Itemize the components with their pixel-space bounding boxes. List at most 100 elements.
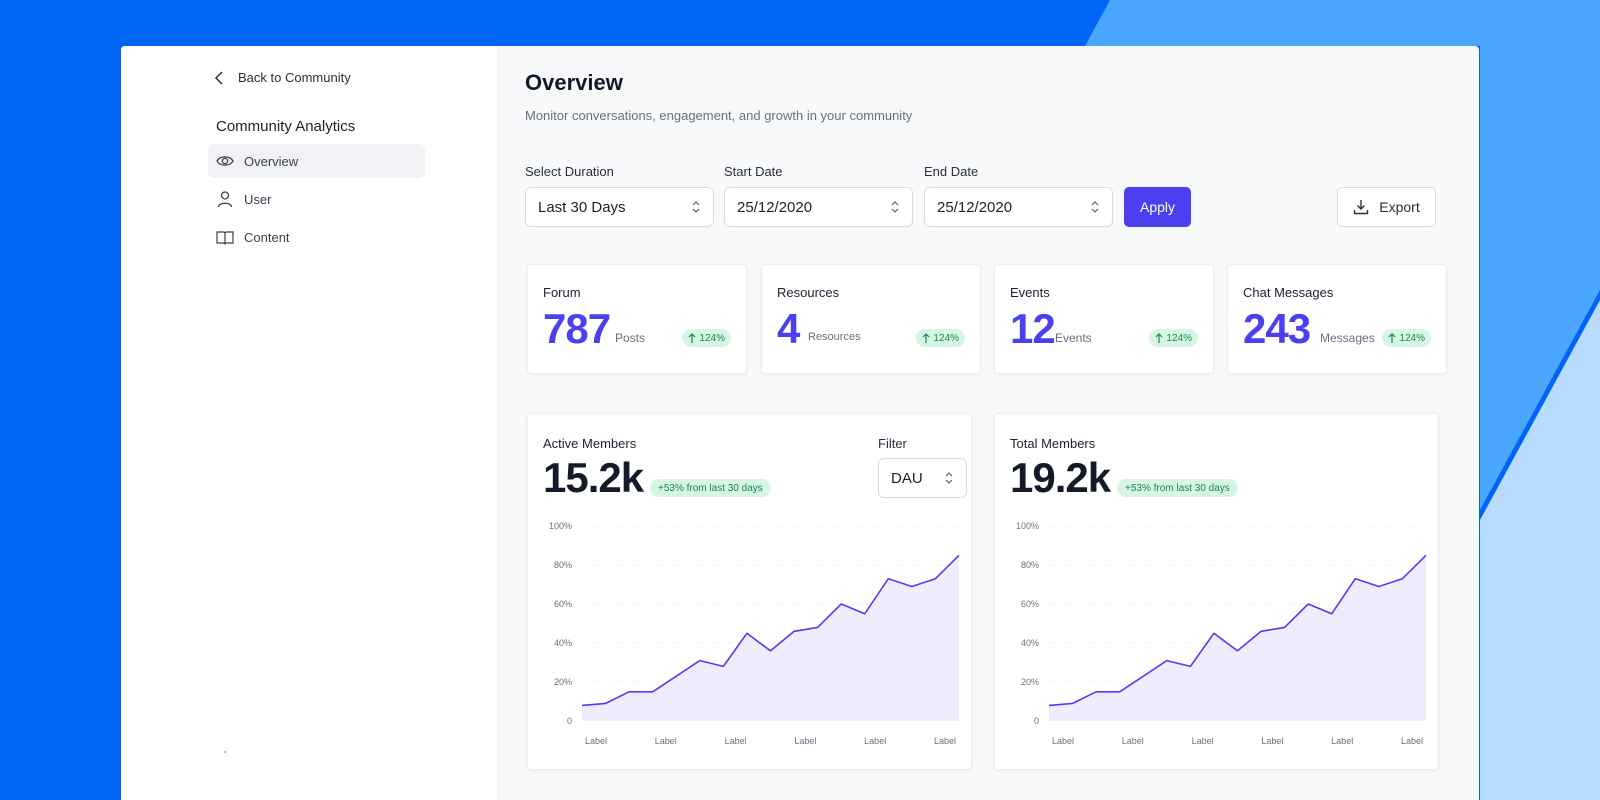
- page-subtitle: Monitor conversations, engagement, and g…: [525, 108, 913, 123]
- page-title: Overview: [525, 70, 623, 95]
- start-date-field: Start Date 25/12/2020: [724, 164, 913, 227]
- y-tick-label: 80%: [554, 560, 572, 570]
- y-tick-label: 80%: [1021, 560, 1039, 570]
- stat-card-forum[interactable]: Forum 787 Posts 124%: [527, 264, 747, 374]
- chart-title: Active Members: [543, 436, 637, 451]
- x-tick-label: Label: [1401, 736, 1423, 746]
- stat-card-resources[interactable]: Resources 4 Resources 124%: [761, 264, 981, 374]
- x-tick-label: Label: [1052, 736, 1074, 746]
- stat-card-events[interactable]: Events 12 Events 124%: [994, 264, 1214, 374]
- stat-title: Events: [1010, 285, 1050, 300]
- chevron-up-down-icon: [945, 472, 953, 484]
- total-members-card: Total Members 19.2k +53% from last 30 da…: [994, 413, 1439, 770]
- sidebar-nav: Overview User Content: [208, 144, 425, 258]
- download-icon: [1354, 200, 1369, 215]
- start-date-value: 25/12/2020: [737, 198, 813, 216]
- duration-value: Last 30 Days: [538, 198, 626, 216]
- chart-change-badge: +53% from last 30 days: [650, 479, 771, 497]
- y-tick-label: 40%: [1021, 638, 1039, 648]
- end-date-label: End Date: [924, 164, 979, 179]
- back-to-community-link[interactable]: Back to Community: [214, 70, 351, 85]
- x-tick-label: Label: [1331, 736, 1353, 746]
- arrow-up-icon: [922, 333, 930, 343]
- stat-value: 787: [543, 305, 611, 352]
- y-tick-label: 20%: [1021, 677, 1039, 687]
- stat-change-badge: 124%: [1382, 329, 1431, 347]
- y-tick-label: 100%: [1016, 521, 1039, 531]
- duration-field: Select Duration Last 30 Days: [525, 164, 714, 227]
- sidebar-item-overview[interactable]: Overview: [208, 144, 425, 178]
- stat-value: 243: [1243, 305, 1311, 352]
- stat-card-chat-messages[interactable]: Chat Messages 243 Messages 124%: [1227, 264, 1447, 374]
- sidebar-dot: [224, 751, 226, 753]
- active-members-chart: 100% 80% 60% 40% 20% 0 Label Label Label Label Lab…: [549, 521, 960, 746]
- y-tick-label: 0: [567, 716, 572, 726]
- x-tick-label: Label: [725, 736, 747, 746]
- x-tick-label: Label: [794, 736, 816, 746]
- sidebar-item-label: User: [244, 191, 272, 207]
- stat-change: 124%: [1399, 332, 1425, 344]
- x-tick-label: Label: [864, 736, 886, 746]
- stat-value: 4: [777, 305, 800, 352]
- filter-select[interactable]: DAU: [878, 458, 967, 498]
- stat-change: 124%: [699, 332, 725, 344]
- y-tick-label: 20%: [554, 677, 572, 687]
- chevron-up-down-icon: [1091, 201, 1099, 213]
- duration-select[interactable]: Last 30 Days: [525, 187, 714, 227]
- stat-unit: Resources: [808, 331, 861, 343]
- user-icon: [217, 191, 233, 208]
- book-icon: [216, 231, 234, 245]
- chevron-up-down-icon: [891, 201, 899, 213]
- series-line: [1048, 554, 1427, 707]
- stat-unit: Messages: [1320, 331, 1375, 345]
- y-tick-label: 100%: [549, 521, 572, 531]
- series-line: [581, 554, 960, 707]
- chart-title: Total Members: [1010, 436, 1096, 451]
- arrow-up-icon: [1388, 333, 1396, 343]
- sidebar-item-content[interactable]: Content: [208, 220, 425, 254]
- sidebar-item-user[interactable]: User: [208, 182, 425, 216]
- sidebar-item-label: Overview: [244, 153, 299, 169]
- end-date-select[interactable]: 25/12/2020: [924, 187, 1113, 227]
- stat-title: Chat Messages: [1243, 285, 1334, 300]
- x-tick-label: Label: [1192, 736, 1214, 746]
- x-tick-label: Label: [1261, 736, 1283, 746]
- stat-change: 124%: [1166, 332, 1192, 344]
- sidebar-heading: Community Analytics: [216, 118, 356, 135]
- active-members-card: Active Members 15.2k +53% from last 30 d…: [527, 413, 972, 770]
- eye-icon: [216, 156, 234, 166]
- x-tick-label: Label: [585, 736, 607, 746]
- apply-button[interactable]: Apply: [1124, 187, 1191, 227]
- export-button[interactable]: Export: [1337, 187, 1436, 227]
- stat-change-badge: 124%: [916, 329, 965, 347]
- filter-label: Filter: [878, 436, 907, 451]
- start-date-select[interactable]: 25/12/2020: [724, 187, 913, 227]
- x-tick-label: Label: [934, 736, 956, 746]
- duration-label: Select Duration: [525, 164, 614, 179]
- sidebar-item-label: Content: [244, 229, 290, 245]
- chevron-left-icon: [214, 70, 223, 85]
- stat-unit: Posts: [615, 331, 646, 345]
- series-area: [1049, 555, 1426, 721]
- stat-value: 12: [1010, 305, 1056, 352]
- stat-change-badge: 124%: [1149, 329, 1198, 347]
- x-tick-label: Label: [655, 736, 677, 746]
- chevron-up-down-icon: [692, 201, 700, 213]
- filter-value: DAU: [891, 469, 923, 487]
- end-date-field: End Date 25/12/2020: [924, 164, 1113, 227]
- total-members-chart: 100% 80% 60% 40% 20% 0 Label Label Label Label Lab…: [1016, 521, 1427, 746]
- export-label: Export: [1379, 199, 1420, 215]
- y-tick-label: 60%: [554, 599, 572, 609]
- stat-title: Forum: [543, 285, 581, 300]
- stat-title: Resources: [777, 285, 840, 300]
- stat-change: 124%: [933, 332, 959, 344]
- sidebar: Back to Community Community Analytics Ov…: [121, 46, 499, 800]
- chart-value: 15.2k: [543, 454, 644, 501]
- stat-unit: Events: [1055, 331, 1092, 345]
- end-date-value: 25/12/2020: [937, 198, 1013, 216]
- x-tick-label: Label: [1122, 736, 1144, 746]
- stat-change-badge: 124%: [682, 329, 731, 347]
- app-window: Back to Community Community Analytics Ov…: [121, 46, 1479, 800]
